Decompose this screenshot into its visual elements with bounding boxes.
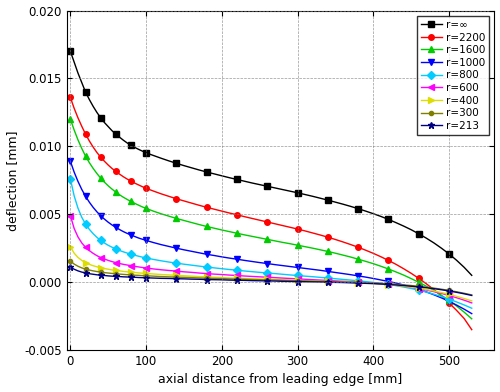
r=213: [302, 279, 308, 284]
r=800: [188, 263, 194, 267]
Line: r=300: r=300: [68, 259, 474, 297]
r=213: [188, 277, 194, 281]
r=300: [68, 259, 73, 263]
r=800: [468, 306, 474, 310]
r=400: [98, 265, 103, 270]
r=2200: [68, 95, 73, 100]
r=600: [468, 301, 474, 305]
r=1000: [226, 256, 232, 260]
r=2200: [188, 201, 194, 205]
r=600: [294, 276, 300, 281]
r=1000: [98, 213, 103, 218]
r=800: [68, 176, 73, 181]
r=1000: [188, 249, 194, 254]
Line: r=400: r=400: [68, 244, 474, 304]
r=400: [226, 276, 232, 280]
r=800: [294, 273, 300, 278]
r=400: [256, 277, 262, 281]
r=800: [98, 238, 103, 243]
r=600: [98, 255, 103, 260]
r=1000: [68, 159, 73, 163]
r=∞: [98, 116, 103, 120]
r=∞: [68, 49, 73, 54]
r=300: [188, 275, 194, 280]
r=1000: [468, 311, 474, 316]
r=400: [302, 278, 308, 283]
r=1000: [302, 266, 308, 271]
Line: r=∞: r=∞: [68, 49, 474, 278]
r=2200: [468, 327, 474, 332]
r=800: [302, 274, 308, 278]
r=∞: [294, 191, 300, 195]
r=2200: [98, 155, 103, 160]
r=2200: [256, 218, 262, 223]
r=213: [468, 293, 474, 298]
X-axis label: axial distance from leading edge [mm]: axial distance from leading edge [mm]: [158, 374, 402, 387]
r=∞: [226, 175, 232, 180]
r=300: [256, 277, 262, 282]
Y-axis label: deflection [mm]: deflection [mm]: [6, 130, 18, 230]
r=1600: [256, 236, 262, 240]
r=1000: [256, 260, 262, 265]
r=600: [188, 270, 194, 275]
r=300: [302, 279, 308, 283]
r=1600: [468, 316, 474, 321]
r=800: [226, 267, 232, 272]
r=1600: [68, 117, 73, 122]
r=400: [188, 274, 194, 278]
r=600: [256, 274, 262, 279]
r=213: [68, 265, 73, 270]
r=∞: [256, 182, 262, 187]
r=400: [294, 278, 300, 283]
r=1000: [294, 265, 300, 270]
Line: r=213: r=213: [67, 264, 475, 299]
Line: r=800: r=800: [68, 176, 474, 311]
r=1600: [294, 243, 300, 248]
r=300: [226, 276, 232, 281]
r=1600: [188, 220, 194, 225]
r=400: [68, 245, 73, 249]
r=2200: [226, 211, 232, 215]
r=213: [294, 279, 300, 284]
r=600: [68, 213, 73, 218]
Line: r=600: r=600: [68, 213, 474, 306]
r=1600: [302, 244, 308, 249]
r=213: [226, 278, 232, 283]
r=∞: [188, 165, 194, 170]
r=1600: [226, 229, 232, 234]
r=1600: [98, 176, 103, 180]
Line: r=2200: r=2200: [68, 95, 474, 332]
r=300: [294, 278, 300, 283]
r=2200: [294, 227, 300, 231]
Line: r=1000: r=1000: [68, 158, 474, 316]
r=213: [98, 273, 103, 278]
r=800: [256, 270, 262, 275]
r=400: [468, 299, 474, 303]
Line: r=1600: r=1600: [68, 116, 474, 321]
r=2200: [302, 229, 308, 233]
r=300: [468, 292, 474, 297]
r=∞: [468, 273, 474, 278]
Legend: r=∞, r=2200, r=1600, r=1000, r=800, r=600, r=400, r=300, r=213: r=∞, r=2200, r=1600, r=1000, r=800, r=60…: [416, 16, 489, 135]
r=600: [302, 277, 308, 281]
r=600: [226, 273, 232, 278]
r=∞: [302, 192, 308, 197]
r=213: [256, 278, 262, 283]
r=300: [98, 270, 103, 274]
